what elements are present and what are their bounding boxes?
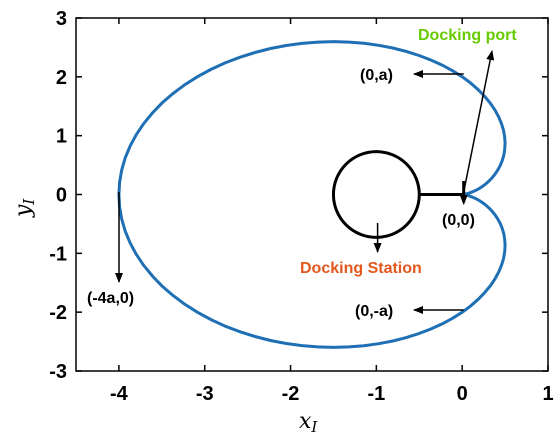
annotation-point-0-0: (0,0) bbox=[442, 212, 475, 229]
y-axis-label-group: yI bbox=[11, 198, 38, 218]
y-axis-label-subscript: I bbox=[20, 198, 38, 206]
x-axis-label-main: x bbox=[299, 409, 312, 434]
x-tick-label: -2 bbox=[282, 383, 300, 405]
y-tick-label: 1 bbox=[56, 126, 67, 148]
x-tick-label: -4 bbox=[110, 383, 129, 405]
x-tick-label: 1 bbox=[542, 383, 553, 405]
docking-port-arrow bbox=[462, 50, 495, 193]
annotation-point-0-nega: (0,-a) bbox=[355, 303, 393, 320]
annotation-point-0-a: (0,a) bbox=[360, 67, 393, 84]
annotation-docking-station: Docking Station bbox=[300, 260, 422, 277]
plot-area-frame bbox=[75, 17, 549, 372]
y-axis-label: yI bbox=[11, 198, 38, 218]
x-axis-label-subscript: I bbox=[310, 418, 318, 436]
x-tick-label: -1 bbox=[367, 383, 385, 405]
y-axis-label-main: y bbox=[11, 204, 36, 218]
annotation-docking-port: Docking port bbox=[418, 27, 517, 44]
x-tick-label: 0 bbox=[457, 383, 468, 405]
y-tick-label: 2 bbox=[56, 67, 67, 89]
y-tick-label: 3 bbox=[56, 8, 67, 30]
x-axis-label: xI bbox=[299, 409, 318, 436]
x-tick-label: -3 bbox=[196, 383, 214, 405]
y-tick-label: -1 bbox=[49, 243, 67, 265]
annotation-point-neg4a-0: (-4a,0) bbox=[87, 290, 134, 307]
y-tick-label: 0 bbox=[56, 185, 67, 207]
y-axis-ticks: -3 -2 -1 0 1 2 3 bbox=[49, 8, 548, 383]
y-tick-label: -3 bbox=[49, 361, 67, 383]
y-tick-label: -2 bbox=[49, 302, 67, 324]
x-axis-ticks: -4 -3 -2 -1 0 1 bbox=[110, 18, 554, 405]
